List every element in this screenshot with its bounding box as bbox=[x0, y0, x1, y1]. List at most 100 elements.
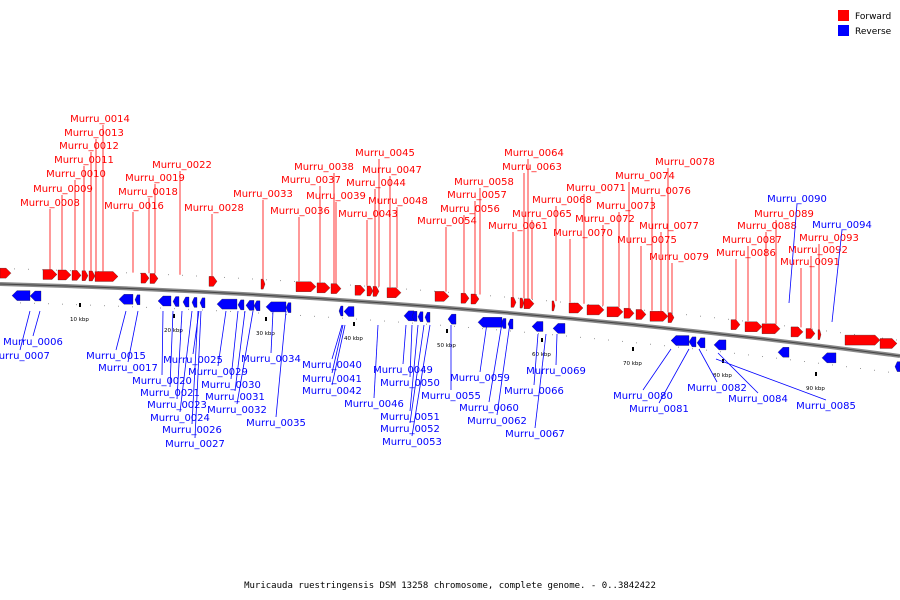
forward-gene-label[interactable]: Murru_0073 bbox=[596, 201, 656, 212]
reverse-gene-label[interactable]: Murru_0081 bbox=[629, 404, 689, 415]
forward-gene-label[interactable]: Murru_0064 bbox=[504, 148, 564, 159]
reverse-gene-arrow[interactable] bbox=[199, 297, 206, 308]
forward-gene-arrow[interactable] bbox=[42, 269, 58, 280]
reverse-gene-label[interactable]: Murru_0035 bbox=[246, 418, 306, 429]
reverse-gene-label[interactable]: Murru_0084 bbox=[728, 394, 788, 405]
reverse-gene-arrow[interactable] bbox=[894, 361, 900, 372]
forward-gene-arrow[interactable] bbox=[460, 293, 470, 304]
reverse-gene-arrow[interactable] bbox=[172, 296, 180, 307]
forward-gene-arrow[interactable] bbox=[790, 326, 804, 338]
forward-gene-arrow[interactable] bbox=[386, 287, 402, 298]
forward-gene-arrow[interactable] bbox=[316, 282, 331, 293]
forward-gene-arrow[interactable] bbox=[88, 270, 96, 282]
forward-gene-label[interactable]: Murru_0013 bbox=[64, 128, 124, 139]
forward-gene-label[interactable]: Murru_0093 bbox=[799, 233, 859, 244]
forward-gene-label[interactable]: Murru_0045 bbox=[355, 148, 415, 159]
forward-gene-label[interactable]: Murru_0038 bbox=[294, 162, 354, 173]
reverse-gene-label[interactable]: Murru_0034 bbox=[241, 354, 301, 365]
forward-gene-label[interactable]: Murru_0044 bbox=[346, 178, 406, 189]
forward-gene-arrow[interactable] bbox=[649, 311, 669, 322]
forward-gene-arrow[interactable] bbox=[879, 338, 898, 349]
forward-gene-label[interactable]: Murru_0061 bbox=[488, 221, 548, 232]
reverse-gene-arrow[interactable] bbox=[11, 290, 31, 301]
forward-gene-label[interactable]: Murru_0022 bbox=[152, 160, 212, 171]
reverse-gene-label[interactable]: Murru_0085 bbox=[796, 401, 856, 412]
forward-gene-label[interactable]: Murru_0018 bbox=[118, 187, 178, 198]
forward-gene-label[interactable]: Murru_0075 bbox=[617, 235, 677, 246]
reverse-gene-arrow[interactable] bbox=[182, 296, 190, 308]
forward-gene-arrow[interactable] bbox=[606, 306, 624, 317]
reverse-gene-arrow[interactable] bbox=[216, 298, 238, 310]
reverse-gene-label[interactable]: Murru_0094 bbox=[812, 220, 872, 231]
reverse-gene-label[interactable]: Murru_0030 bbox=[201, 380, 261, 391]
forward-gene-label[interactable]: Murru_0070 bbox=[553, 228, 613, 239]
forward-gene-arrow[interactable] bbox=[71, 270, 82, 281]
reverse-gene-label[interactable]: Murru_0017 bbox=[98, 363, 158, 374]
forward-gene-arrow[interactable] bbox=[844, 334, 881, 346]
forward-gene-label[interactable]: Murru_0089 bbox=[754, 209, 814, 220]
reverse-gene-label[interactable]: Murru_0027 bbox=[165, 439, 225, 450]
forward-gene-arrow[interactable] bbox=[94, 271, 119, 282]
reverse-gene-label[interactable]: Murru_0026 bbox=[162, 425, 222, 436]
forward-gene-label[interactable]: Murru_0008 bbox=[20, 198, 80, 209]
forward-gene-label[interactable]: Murru_0009 bbox=[33, 184, 93, 195]
forward-gene-arrow[interactable] bbox=[586, 304, 605, 316]
reverse-gene-arrow[interactable] bbox=[777, 347, 790, 358]
reverse-gene-arrow[interactable] bbox=[417, 311, 424, 322]
forward-gene-arrow[interactable] bbox=[0, 267, 12, 279]
reverse-gene-label[interactable]: Murru_0049 bbox=[373, 365, 433, 376]
reverse-gene-label[interactable]: Murru_0080 bbox=[613, 391, 673, 402]
forward-gene-arrow[interactable] bbox=[761, 323, 781, 334]
forward-gene-label[interactable]: Murru_0016 bbox=[104, 201, 164, 212]
forward-gene-arrow[interactable] bbox=[295, 281, 317, 292]
forward-gene-arrow[interactable] bbox=[470, 293, 480, 305]
reverse-gene-arrow[interactable] bbox=[713, 339, 727, 351]
forward-gene-label[interactable]: Murru_0078 bbox=[655, 157, 715, 168]
forward-gene-arrow[interactable] bbox=[623, 308, 635, 319]
forward-gene-arrow[interactable] bbox=[372, 286, 380, 297]
forward-gene-label[interactable]: Murru_0087 bbox=[722, 235, 782, 246]
forward-gene-label[interactable]: Murru_0054 bbox=[417, 216, 477, 227]
reverse-gene-label[interactable]: Murru_0053 bbox=[382, 437, 442, 448]
reverse-gene-label[interactable]: Murru_0090 bbox=[767, 194, 827, 205]
reverse-gene-arrow[interactable] bbox=[245, 300, 255, 311]
forward-gene-label[interactable]: Murru_0056 bbox=[440, 204, 500, 215]
forward-gene-arrow[interactable] bbox=[551, 300, 556, 312]
forward-gene-arrow[interactable] bbox=[330, 283, 342, 294]
forward-gene-arrow[interactable] bbox=[817, 329, 822, 340]
forward-gene-label[interactable]: Murru_0036 bbox=[270, 206, 330, 217]
reverse-gene-label[interactable]: Murru_0060 bbox=[459, 403, 519, 414]
forward-gene-label[interactable]: Murru_0092 bbox=[788, 245, 848, 256]
reverse-gene-label[interactable]: Murru_0021 bbox=[140, 388, 200, 399]
forward-gene-label[interactable]: Murru_0012 bbox=[59, 141, 119, 152]
reverse-gene-arrow[interactable] bbox=[670, 335, 690, 346]
forward-gene-label[interactable]: Murru_0033 bbox=[233, 189, 293, 200]
forward-gene-label[interactable]: Murru_0048 bbox=[368, 196, 428, 207]
reverse-gene-arrow[interactable] bbox=[552, 323, 566, 334]
reverse-gene-label[interactable]: Murru_0040 bbox=[302, 360, 362, 371]
forward-gene-label[interactable]: Murru_0088 bbox=[737, 221, 797, 232]
reverse-gene-label[interactable]: Murru_0007 bbox=[0, 351, 50, 362]
reverse-gene-arrow[interactable] bbox=[696, 337, 706, 348]
reverse-gene-label[interactable]: Murru_0032 bbox=[207, 405, 267, 416]
forward-gene-label[interactable]: Murru_0037 bbox=[281, 175, 341, 186]
reverse-gene-label[interactable]: Murru_0069 bbox=[526, 366, 586, 377]
reverse-gene-label[interactable]: Murru_0051 bbox=[380, 412, 440, 423]
reverse-gene-label[interactable]: Murru_0050 bbox=[380, 378, 440, 389]
reverse-gene-arrow[interactable] bbox=[237, 299, 245, 311]
reverse-gene-label[interactable]: Murru_0041 bbox=[302, 374, 362, 385]
reverse-gene-arrow[interactable] bbox=[688, 336, 697, 348]
reverse-gene-label[interactable]: Murru_0006 bbox=[3, 337, 63, 348]
forward-gene-label[interactable]: Murru_0058 bbox=[454, 177, 514, 188]
forward-gene-arrow[interactable] bbox=[510, 297, 517, 308]
forward-gene-label[interactable]: Murru_0077 bbox=[639, 221, 699, 232]
forward-gene-label[interactable]: Murru_0039 bbox=[306, 191, 366, 202]
reverse-gene-label[interactable]: Murru_0015 bbox=[86, 351, 146, 362]
reverse-gene-arrow[interactable] bbox=[338, 305, 344, 317]
forward-gene-label[interactable]: Murru_0065 bbox=[512, 209, 572, 220]
reverse-gene-label[interactable]: Murru_0066 bbox=[504, 386, 564, 397]
reverse-gene-label[interactable]: Murru_0059 bbox=[450, 373, 510, 384]
forward-gene-arrow[interactable] bbox=[366, 285, 374, 297]
forward-gene-arrow[interactable] bbox=[519, 297, 525, 309]
reverse-gene-arrow[interactable] bbox=[134, 294, 141, 305]
